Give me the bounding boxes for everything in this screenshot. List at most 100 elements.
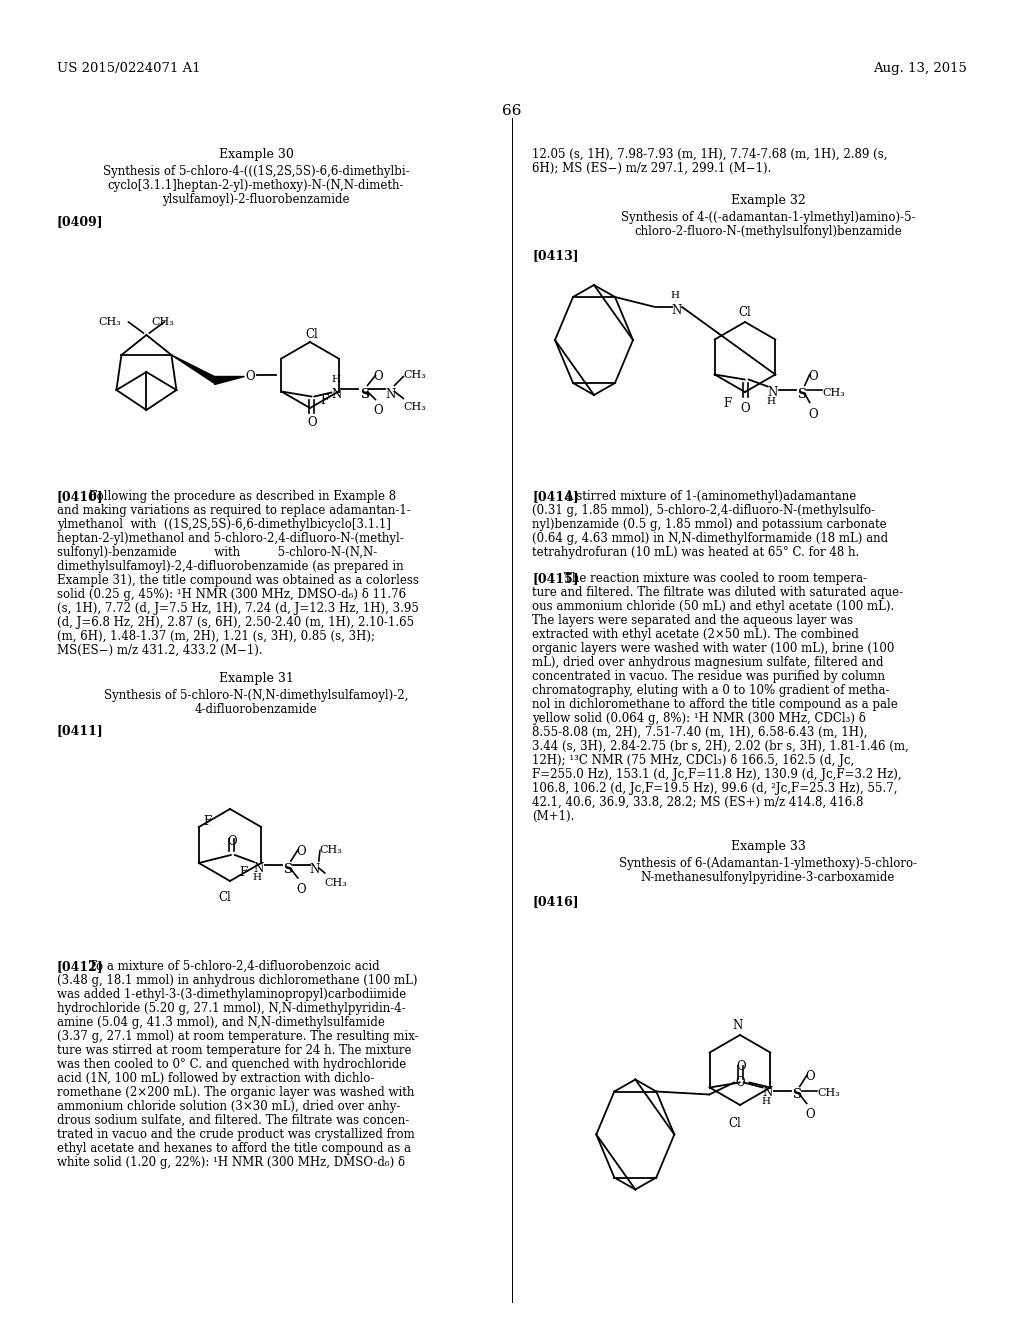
Text: The reaction mixture was cooled to room tempera-: The reaction mixture was cooled to room … xyxy=(564,572,867,585)
Text: drous sodium sulfate, and filtered. The filtrate was concen-: drous sodium sulfate, and filtered. The … xyxy=(57,1114,410,1127)
Text: Synthesis of 4-((-adamantan-1-ylmethyl)amino)-5-: Synthesis of 4-((-adamantan-1-ylmethyl)a… xyxy=(621,211,915,224)
Text: O: O xyxy=(805,1071,814,1084)
Text: (3.48 g, 18.1 mmol) in anhydrous dichloromethane (100 mL): (3.48 g, 18.1 mmol) in anhydrous dichlor… xyxy=(57,974,418,987)
Text: [0414]: [0414] xyxy=(532,490,579,503)
Text: heptan-2-yl)methanol and 5-chloro-2,4-difluoro-N-(methyl-: heptan-2-yl)methanol and 5-chloro-2,4-di… xyxy=(57,532,403,545)
Text: ethyl acetate and hexanes to afford the title compound as a: ethyl acetate and hexanes to afford the … xyxy=(57,1142,411,1155)
Text: Cl: Cl xyxy=(219,891,231,904)
Polygon shape xyxy=(171,355,215,384)
Text: Example 32: Example 32 xyxy=(731,194,805,207)
Text: N-methanesulfonylpyridine-3-carboxamide: N-methanesulfonylpyridine-3-carboxamide xyxy=(641,871,895,884)
Text: hydrochloride (5.20 g, 27.1 mmol), N,N-dimethylpyridin-4-: hydrochloride (5.20 g, 27.1 mmol), N,N-d… xyxy=(57,1002,406,1015)
Text: (d, J=6.8 Hz, 2H), 2.87 (s, 6H), 2.50-2.40 (m, 1H), 2.10-1.65: (d, J=6.8 Hz, 2H), 2.87 (s, 6H), 2.50-2.… xyxy=(57,616,414,630)
Text: (3.37 g, 27.1 mmol) at room temperature. The resulting mix-: (3.37 g, 27.1 mmol) at room temperature.… xyxy=(57,1030,419,1043)
Text: romethane (2×200 mL). The organic layer was washed with: romethane (2×200 mL). The organic layer … xyxy=(57,1086,415,1100)
Text: ture was stirred at room temperature for 24 h. The mixture: ture was stirred at room temperature for… xyxy=(57,1044,412,1057)
Text: mL), dried over anhydrous magnesium sulfate, filtered and: mL), dried over anhydrous magnesium sulf… xyxy=(532,656,884,669)
Text: Following the procedure as described in Example 8: Following the procedure as described in … xyxy=(89,490,396,503)
Text: dimethylsulfamoyl)-2,4-difluorobenzamide (as prepared in: dimethylsulfamoyl)-2,4-difluorobenzamide… xyxy=(57,560,403,573)
Text: N: N xyxy=(733,1019,743,1032)
Text: (m, 6H), 1.48-1.37 (m, 2H), 1.21 (s, 3H), 0.85 (s, 3H);: (m, 6H), 1.48-1.37 (m, 2H), 1.21 (s, 3H)… xyxy=(57,630,375,643)
Text: CH₃: CH₃ xyxy=(818,1088,841,1097)
Text: O: O xyxy=(808,408,817,421)
Text: ylsulfamoyl)-2-fluorobenzamide: ylsulfamoyl)-2-fluorobenzamide xyxy=(162,193,350,206)
Text: H: H xyxy=(332,375,341,384)
Text: Example 30: Example 30 xyxy=(218,148,294,161)
Text: (0.64 g, 4.63 mmol) in N,N-dimethylformamide (18 mL) and: (0.64 g, 4.63 mmol) in N,N-dimethylforma… xyxy=(532,532,888,545)
Text: was then cooled to 0° C. and quenched with hydrochloride: was then cooled to 0° C. and quenched wi… xyxy=(57,1059,407,1071)
Text: Example 31: Example 31 xyxy=(218,672,294,685)
Text: (s, 1H), 7.72 (d, J=7.5 Hz, 1H), 7.24 (d, J=12.3 Hz, 1H), 3.95: (s, 1H), 7.72 (d, J=7.5 Hz, 1H), 7.24 (d… xyxy=(57,602,419,615)
Text: organic layers were washed with water (100 mL), brine (100: organic layers were washed with water (1… xyxy=(532,642,894,655)
Text: O: O xyxy=(735,1077,745,1089)
Text: F: F xyxy=(204,814,212,828)
Text: chloro-2-fluoro-N-(methylsulfonyl)benzamide: chloro-2-fluoro-N-(methylsulfonyl)benzam… xyxy=(634,224,902,238)
Text: Example 33: Example 33 xyxy=(730,840,806,853)
Text: chromatography, eluting with a 0 to 10% gradient of metha-: chromatography, eluting with a 0 to 10% … xyxy=(532,684,890,697)
Text: acid (1N, 100 mL) followed by extraction with dichlo-: acid (1N, 100 mL) followed by extraction… xyxy=(57,1072,375,1085)
Text: [0416]: [0416] xyxy=(532,895,579,908)
Text: F: F xyxy=(321,393,329,407)
Text: 106.8, 106.2 (d, Jᴄ,F=19.5 Hz), 99.6 (d, ²Jᴄ,F=25.3 Hz), 55.7,: 106.8, 106.2 (d, Jᴄ,F=19.5 Hz), 99.6 (d,… xyxy=(532,781,897,795)
Text: tetrahydrofuran (10 mL) was heated at 65° C. for 48 h.: tetrahydrofuran (10 mL) was heated at 65… xyxy=(532,546,859,558)
Text: (M+1).: (M+1). xyxy=(532,810,574,822)
Text: S: S xyxy=(359,388,369,400)
Text: was added 1-ethyl-3-(3-dimethylaminopropyl)carbodiimide: was added 1-ethyl-3-(3-dimethylaminoprop… xyxy=(57,987,407,1001)
Text: F: F xyxy=(723,397,731,411)
Text: nol in dichloromethane to afford the title compound as a pale: nol in dichloromethane to afford the tit… xyxy=(532,698,898,711)
Text: O: O xyxy=(296,883,305,896)
Text: CH₃: CH₃ xyxy=(152,317,174,327)
Text: and making variations as required to replace adamantan-1-: and making variations as required to rep… xyxy=(57,504,411,517)
Text: N: N xyxy=(254,862,264,875)
Text: ammonium chloride solution (3×30 mL), dried over anhy-: ammonium chloride solution (3×30 mL), dr… xyxy=(57,1100,400,1113)
Text: O: O xyxy=(740,401,750,414)
Text: trated in vacuo and the crude product was crystallized from: trated in vacuo and the crude product wa… xyxy=(57,1129,415,1140)
Text: white solid (1.20 g, 22%): ¹H NMR (300 MHz, DMSO-d₆) δ: white solid (1.20 g, 22%): ¹H NMR (300 M… xyxy=(57,1156,406,1170)
Polygon shape xyxy=(214,376,245,384)
Text: O: O xyxy=(805,1109,814,1122)
Text: S: S xyxy=(797,388,806,400)
Text: O: O xyxy=(374,404,383,417)
Text: Cl: Cl xyxy=(729,1117,741,1130)
Text: [0415]: [0415] xyxy=(532,572,579,585)
Text: MS(ES−) m/z 431.2, 433.2 (M−1).: MS(ES−) m/z 431.2, 433.2 (M−1). xyxy=(57,644,262,657)
Text: N: N xyxy=(672,304,682,317)
Text: To a mixture of 5-chloro-2,4-difluorobenzoic acid: To a mixture of 5-chloro-2,4-difluoroben… xyxy=(89,960,380,973)
Text: Synthesis of 5-chloro-N-(N,N-dimethylsulfamoyl)-2,: Synthesis of 5-chloro-N-(N,N-dimethylsul… xyxy=(103,689,409,702)
Text: ous ammonium chloride (50 mL) and ethyl acetate (100 mL).: ous ammonium chloride (50 mL) and ethyl … xyxy=(532,601,894,612)
Text: [0409]: [0409] xyxy=(57,215,103,228)
Text: CH₃: CH₃ xyxy=(822,388,846,397)
Text: N: N xyxy=(332,388,342,401)
Text: S: S xyxy=(793,1089,801,1101)
Text: extracted with ethyl acetate (2×50 mL). The combined: extracted with ethyl acetate (2×50 mL). … xyxy=(532,628,859,642)
Text: 6H); MS (ES−) m/z 297.1, 299.1 (M−1).: 6H); MS (ES−) m/z 297.1, 299.1 (M−1). xyxy=(532,162,771,176)
Text: 8.55-8.08 (m, 2H), 7.51-7.40 (m, 1H), 6.58-6.43 (m, 1H),: 8.55-8.08 (m, 2H), 7.51-7.40 (m, 1H), 6.… xyxy=(532,726,867,739)
Text: cyclo[3.1.1]heptan-2-yl)-methoxy)-N-(N,N-dimeth-: cyclo[3.1.1]heptan-2-yl)-methoxy)-N-(N,N… xyxy=(108,180,404,191)
Text: sulfonyl)-benzamide          with          5-chloro-N-(N,N-: sulfonyl)-benzamide with 5-chloro-N-(N,N… xyxy=(57,546,377,558)
Text: N: N xyxy=(768,387,778,400)
Text: amine (5.04 g, 41.3 mmol), and N,N-dimethylsulfamide: amine (5.04 g, 41.3 mmol), and N,N-dimet… xyxy=(57,1016,385,1030)
Text: CH₃: CH₃ xyxy=(98,317,122,327)
Text: US 2015/0224071 A1: US 2015/0224071 A1 xyxy=(57,62,201,75)
Text: O: O xyxy=(374,371,383,384)
Text: 12H); ¹³C NMR (75 MHz, CDCl₃) δ 166.5, 162.5 (d, Jᴄ,: 12H); ¹³C NMR (75 MHz, CDCl₃) δ 166.5, 1… xyxy=(532,754,854,767)
Text: A stirred mixture of 1-(aminomethyl)adamantane: A stirred mixture of 1-(aminomethyl)adam… xyxy=(564,490,856,503)
Text: H: H xyxy=(761,1097,770,1106)
Text: 3.44 (s, 3H), 2.84-2.75 (br s, 2H), 2.02 (br s, 3H), 1.81-1.46 (m,: 3.44 (s, 3H), 2.84-2.75 (br s, 2H), 2.02… xyxy=(532,741,908,752)
Text: concentrated in vacuo. The residue was purified by column: concentrated in vacuo. The residue was p… xyxy=(532,671,885,682)
Text: Synthesis of 6-(Adamantan-1-ylmethoxy)-5-chloro-: Synthesis of 6-(Adamantan-1-ylmethoxy)-5… xyxy=(618,857,918,870)
Text: Cl: Cl xyxy=(738,306,752,319)
Text: [0410]: [0410] xyxy=(57,490,103,503)
Text: O: O xyxy=(296,845,305,858)
Text: 12.05 (s, 1H), 7.98-7.93 (m, 1H), 7.74-7.68 (m, 1H), 2.89 (s,: 12.05 (s, 1H), 7.98-7.93 (m, 1H), 7.74-7… xyxy=(532,148,888,161)
Text: N: N xyxy=(309,863,319,876)
Text: Synthesis of 5-chloro-4-(((1S,2S,5S)-6,6-dimethylbi-: Synthesis of 5-chloro-4-(((1S,2S,5S)-6,6… xyxy=(102,165,410,178)
Text: CH₃: CH₃ xyxy=(403,371,426,380)
Text: Cl: Cl xyxy=(305,327,318,341)
Text: F: F xyxy=(239,866,248,879)
Text: nyl)benzamide (0.5 g, 1.85 mmol) and potassium carbonate: nyl)benzamide (0.5 g, 1.85 mmol) and pot… xyxy=(532,517,887,531)
Text: [0412]: [0412] xyxy=(57,960,103,973)
Text: ylmethanol  with  ((1S,2S,5S)-6,6-dimethylbicyclo[3.1.1]: ylmethanol with ((1S,2S,5S)-6,6-dimethyl… xyxy=(57,517,391,531)
Text: The layers were separated and the aqueous layer was: The layers were separated and the aqueou… xyxy=(532,614,853,627)
Text: O: O xyxy=(736,1060,745,1073)
